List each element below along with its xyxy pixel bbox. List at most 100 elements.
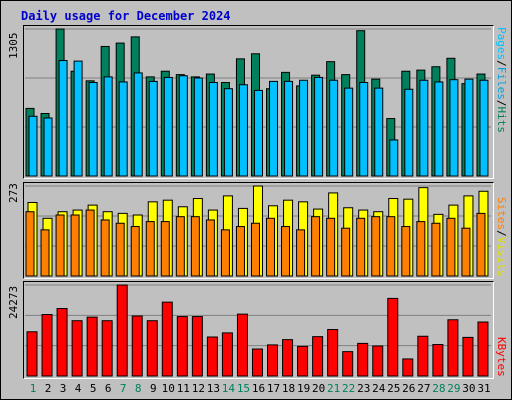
day-label-30: 30 (462, 382, 476, 395)
visits-bar-sites-23 (356, 217, 366, 277)
day-label-22: 22 (342, 382, 356, 395)
visits-bar-sites-6 (100, 219, 110, 277)
requests-bar-files-22 (344, 87, 354, 177)
day-label-24: 24 (372, 382, 386, 395)
day-label-10: 10 (161, 382, 175, 395)
visits-bar-sites-14 (220, 229, 230, 277)
visits-bar-sites-30 (461, 227, 471, 277)
kbytes-bar-kbytes-28 (432, 344, 444, 377)
visits-bar-sites-29 (446, 217, 456, 277)
visits-bar-sites-31 (476, 212, 486, 277)
visits-bar-sites-9 (145, 221, 155, 277)
kbytes-bar-kbytes-16 (251, 348, 263, 377)
day-label-13: 13 (206, 382, 220, 395)
requests-bar-files-30 (464, 78, 474, 177)
day-label-14: 14 (221, 382, 236, 395)
requests-bar-files-25 (389, 139, 399, 177)
requests-bar-files-15 (238, 84, 248, 177)
visits-bar-sites-7 (115, 222, 125, 277)
day-label-18: 18 (281, 382, 296, 395)
visits-bar-sites-26 (401, 226, 411, 277)
kbytes-bar-kbytes-5 (86, 316, 98, 377)
requests-bar-files-26 (404, 88, 414, 177)
kbytes-bar-kbytes-9 (146, 320, 158, 377)
kbytes-bar-kbytes-1 (26, 331, 38, 377)
kbytes-bar-kbytes-15 (236, 313, 248, 377)
requests-bar-files-27 (419, 79, 429, 177)
day-label-25: 25 (387, 382, 401, 395)
requests-bar-files-19 (299, 79, 309, 177)
day-label-15: 15 (236, 382, 251, 395)
visits-bar-sites-25 (386, 216, 396, 277)
kbytes-bar-kbytes-20 (312, 336, 324, 377)
kbytes-bar-kbytes-12 (191, 316, 203, 377)
visits-bar-sites-16 (250, 222, 260, 277)
day-label-17: 17 (266, 382, 281, 395)
day-label-16: 16 (251, 382, 266, 395)
day-label-19: 19 (296, 382, 311, 395)
kbytes-bar-kbytes-8 (131, 315, 143, 377)
day-label-29: 29 (447, 382, 461, 395)
day-label-27: 27 (417, 382, 431, 395)
requests-bar-files-12 (193, 77, 203, 177)
visits-bar-sites-12 (190, 216, 200, 277)
kbytes-bar-kbytes-17 (267, 344, 279, 377)
requests-bar-files-13 (208, 82, 218, 177)
kbytes-bar-kbytes-30 (462, 336, 474, 377)
day-label-1: 1 (29, 382, 37, 395)
requests-bar-files-24 (374, 87, 384, 177)
visits-bar-sites-19 (296, 229, 306, 277)
requests-bar-files-8 (133, 72, 143, 177)
kbytes-bar-kbytes-14 (221, 332, 233, 377)
kbytes-bar-kbytes-21 (327, 329, 339, 377)
day-label-3: 3 (59, 382, 67, 395)
visits-bar-sites-8 (130, 226, 140, 277)
kbytes-bar-kbytes-4 (71, 320, 83, 377)
visits-bar-sites-20 (311, 216, 321, 277)
day-label-7: 7 (119, 382, 127, 395)
visits-bar-sites-17 (266, 217, 276, 277)
requests-bar-files-2 (43, 117, 53, 177)
day-label-21: 21 (327, 382, 341, 395)
day-label-9: 9 (149, 382, 157, 395)
kbytes-bar-kbytes-19 (297, 345, 309, 377)
requests-bar-files-9 (148, 80, 158, 177)
kbytes-bar-kbytes-26 (402, 358, 414, 377)
kbytes-bar-kbytes-29 (447, 319, 459, 377)
requests-bar-files-1 (28, 115, 38, 177)
kbytes-bar-kbytes-11 (176, 316, 188, 377)
kbytes-bar-kbytes-22 (342, 351, 354, 377)
requests-bar-files-21 (329, 79, 339, 177)
visits-bar-sites-2 (40, 229, 50, 277)
kbytes-bar-kbytes-10 (161, 301, 173, 377)
day-label-11: 11 (176, 382, 190, 395)
kbytes-bar-kbytes-3 (56, 308, 68, 377)
requests-bar-files-31 (479, 79, 489, 177)
kbytes-bar-kbytes-31 (477, 321, 489, 377)
kbytes-bar-kbytes-13 (206, 336, 218, 377)
requests-bar-files-5 (88, 82, 98, 177)
day-label-20: 20 (311, 382, 326, 395)
day-label-2: 2 (44, 382, 52, 395)
requests-bar-files-3 (58, 60, 68, 177)
visits-bar-sites-18 (281, 226, 291, 277)
day-label-12: 12 (191, 382, 205, 395)
kbytes-bar-kbytes-6 (101, 320, 113, 377)
day-label-23: 23 (357, 382, 371, 395)
day-label-31: 31 (477, 382, 491, 395)
requests-bar-files-11 (178, 75, 188, 177)
kbytes-bar-kbytes-2 (41, 314, 53, 377)
kbytes-bar-kbytes-24 (372, 345, 384, 377)
requests-bar-files-14 (223, 88, 233, 177)
requests-bar-files-29 (449, 79, 459, 177)
requests-bar-files-7 (118, 81, 128, 177)
kbytes-bar-kbytes-23 (357, 342, 369, 377)
requests-bar-files-10 (163, 76, 173, 177)
requests-bar-files-16 (253, 89, 263, 177)
visits-bar-sites-22 (341, 227, 351, 277)
requests-bar-files-18 (284, 80, 294, 177)
day-axis: 1 2 3 4 5 6 7 8 9 10 11 12 13 14 15 16 17 18 19 20 21 22 23 24 2… (25, 382, 493, 396)
visits-bar-sites-5 (85, 209, 95, 277)
visits-bar-sites-10 (160, 221, 170, 277)
